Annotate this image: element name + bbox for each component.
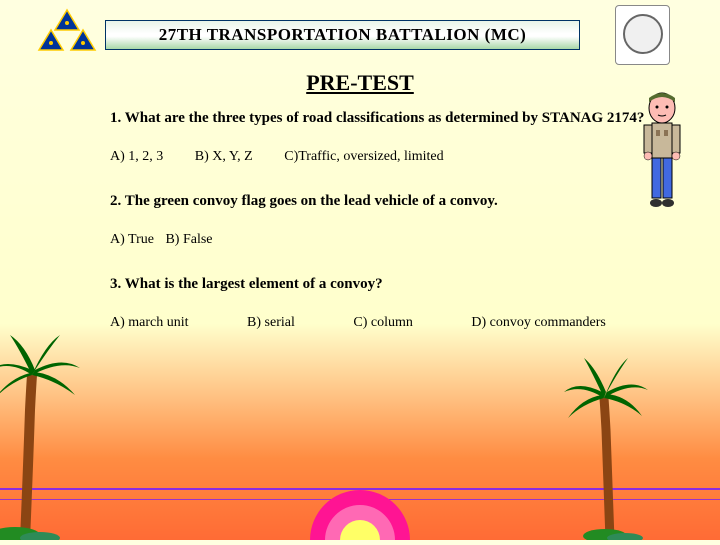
q2-option-b: B) False [165, 232, 212, 248]
header-title: 27TH TRANSPORTATION BATTALION (MC) [159, 25, 527, 45]
q3-option-a: A) march unit [110, 315, 189, 331]
q2-option-a: A) True [110, 232, 154, 248]
q3-option-b: B) serial [247, 315, 295, 331]
question-3-options: A) march unit B) serial C) column D) con… [110, 315, 700, 331]
question-3: 3. What is the largest element of a conv… [110, 276, 700, 293]
question-1: 1. What are the three types of road clas… [110, 110, 700, 127]
q1-option-b: B) X, Y, Z [195, 149, 253, 165]
unit-emblem [35, 8, 100, 58]
soldier-illustration [630, 90, 695, 220]
question-2: 2. The green convoy flag goes on the lea… [110, 193, 700, 210]
header-bar: 27TH TRANSPORTATION BATTALION (MC) [105, 20, 580, 50]
q1-option-a: A) 1, 2, 3 [110, 149, 163, 165]
palm-tree-left [0, 320, 100, 540]
content-area: 1. What are the three types of road clas… [110, 110, 700, 359]
sunset-illustration [300, 480, 420, 540]
q1-option-c: C)Traffic, oversized, limited [284, 149, 443, 165]
q3-option-d: D) convoy commanders [471, 315, 606, 331]
question-2-options: A) True B) False [110, 232, 700, 248]
page-title: PRE-TEST [306, 70, 414, 96]
q3-option-c: C) column [353, 315, 413, 331]
shield-emblem [615, 5, 670, 65]
palm-tree-right [550, 340, 660, 540]
question-1-options: A) 1, 2, 3 B) X, Y, Z C)Traffic, oversiz… [110, 149, 700, 165]
